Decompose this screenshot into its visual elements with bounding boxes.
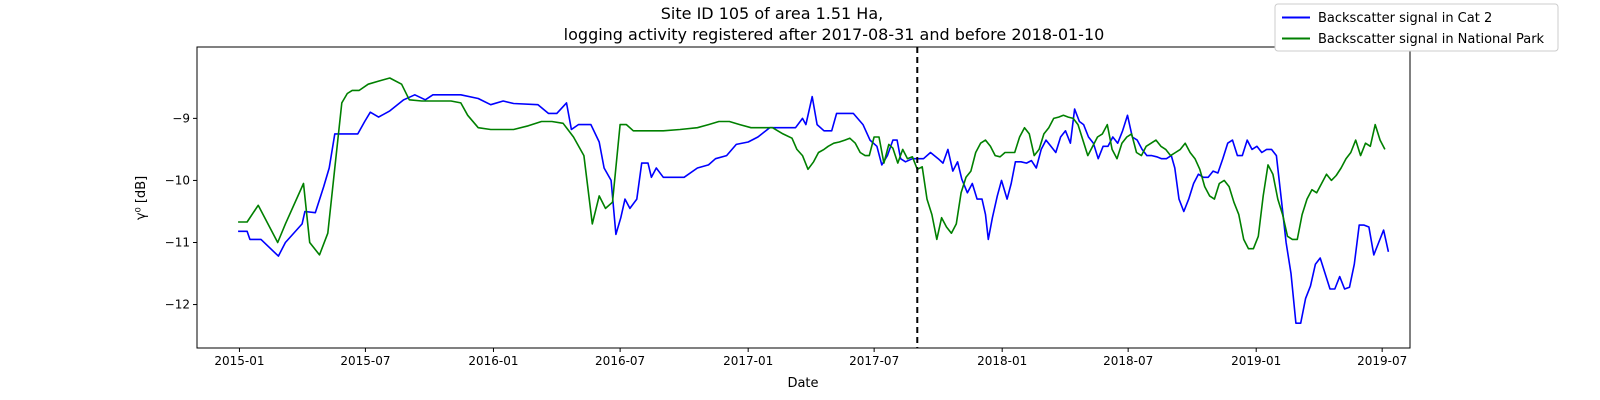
y-axis: −9 −10 −11 −12 [165, 111, 197, 312]
chart-title-line1: Site ID 105 of area 1.51 Ha, [661, 4, 883, 23]
x-tick-label: 2019-01 [1231, 354, 1281, 368]
x-tick-label: 2018-07 [1103, 354, 1153, 368]
y-tick-label: −12 [165, 298, 190, 312]
x-tick-label: 2016-01 [468, 354, 518, 368]
y-tick-label: −11 [165, 235, 190, 249]
legend-frame [1274, 3, 1559, 52]
x-tick-label: 2016-07 [595, 354, 645, 368]
legend: Backscatter signal in Cat 2 Backscatter … [1274, 3, 1559, 52]
x-tick-label: 2017-07 [849, 354, 899, 368]
x-axis-label: Date [787, 376, 818, 391]
y-tick-label: −9 [172, 111, 190, 125]
y-axis-label: γ⁰ [dB] [134, 176, 149, 220]
series-layer [238, 77, 1390, 324]
x-tick-label: 2019-07 [1357, 354, 1407, 368]
chart-title-line2: logging activity registered after 2017-0… [564, 25, 1105, 44]
series-line-1 [238, 77, 1386, 256]
series-line-0 [238, 94, 1390, 324]
legend-label-national-park: Backscatter signal in National Park [1318, 32, 1545, 47]
x-tick-label: 2015-01 [214, 354, 264, 368]
x-tick-label: 2018-01 [977, 354, 1027, 368]
x-axis: 2015-01 2015-07 2016-01 2016-07 2017-01 2017-… [214, 348, 1407, 368]
x-tick-label: 2015-07 [340, 354, 390, 368]
x-tick-label: 2017-01 [723, 354, 773, 368]
y-tick-label: −10 [165, 173, 190, 187]
legend-label-cat2: Backscatter signal in Cat 2 [1318, 11, 1492, 26]
plot-frame [196, 46, 1411, 349]
